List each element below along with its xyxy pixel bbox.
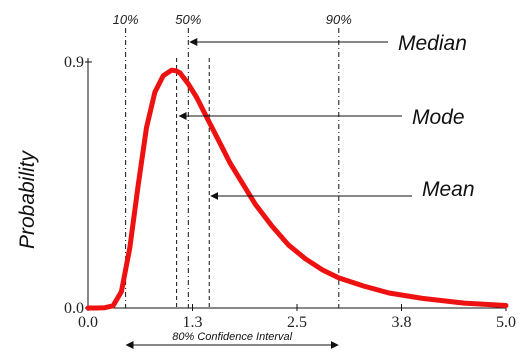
- mode-label: Mode: [412, 106, 465, 129]
- y-axis-label: Probability: [16, 149, 39, 249]
- x-tick-label: 2.5: [287, 314, 307, 331]
- annotations: Median Mode Mean 80% Confidence Interval: [125, 32, 475, 349]
- ticks: 0.0 1.3 2.5 3.8 5.0 0.9 0.0: [64, 54, 516, 331]
- y-tick-label: 0.9: [64, 54, 84, 71]
- y-tick-label: 0.0: [64, 300, 84, 317]
- marker-label-50pct: 50%: [175, 12, 201, 27]
- x-tick-label: 5.0: [496, 314, 516, 331]
- x-tick-label: 1.3: [183, 314, 203, 331]
- mean-label: Mean: [422, 178, 475, 201]
- interval-label: 80% Confidence Interval: [172, 331, 292, 343]
- marker-label-10pct: 10%: [113, 12, 139, 27]
- x-tick-label: 0.0: [78, 314, 98, 331]
- percentile-markers: 10% 50% 90%: [113, 12, 352, 308]
- probability-curve: [85, 67, 509, 311]
- median-label: Median: [398, 32, 467, 55]
- marker-label-90pct: 90%: [326, 12, 352, 27]
- x-tick-label: 3.8: [392, 314, 412, 331]
